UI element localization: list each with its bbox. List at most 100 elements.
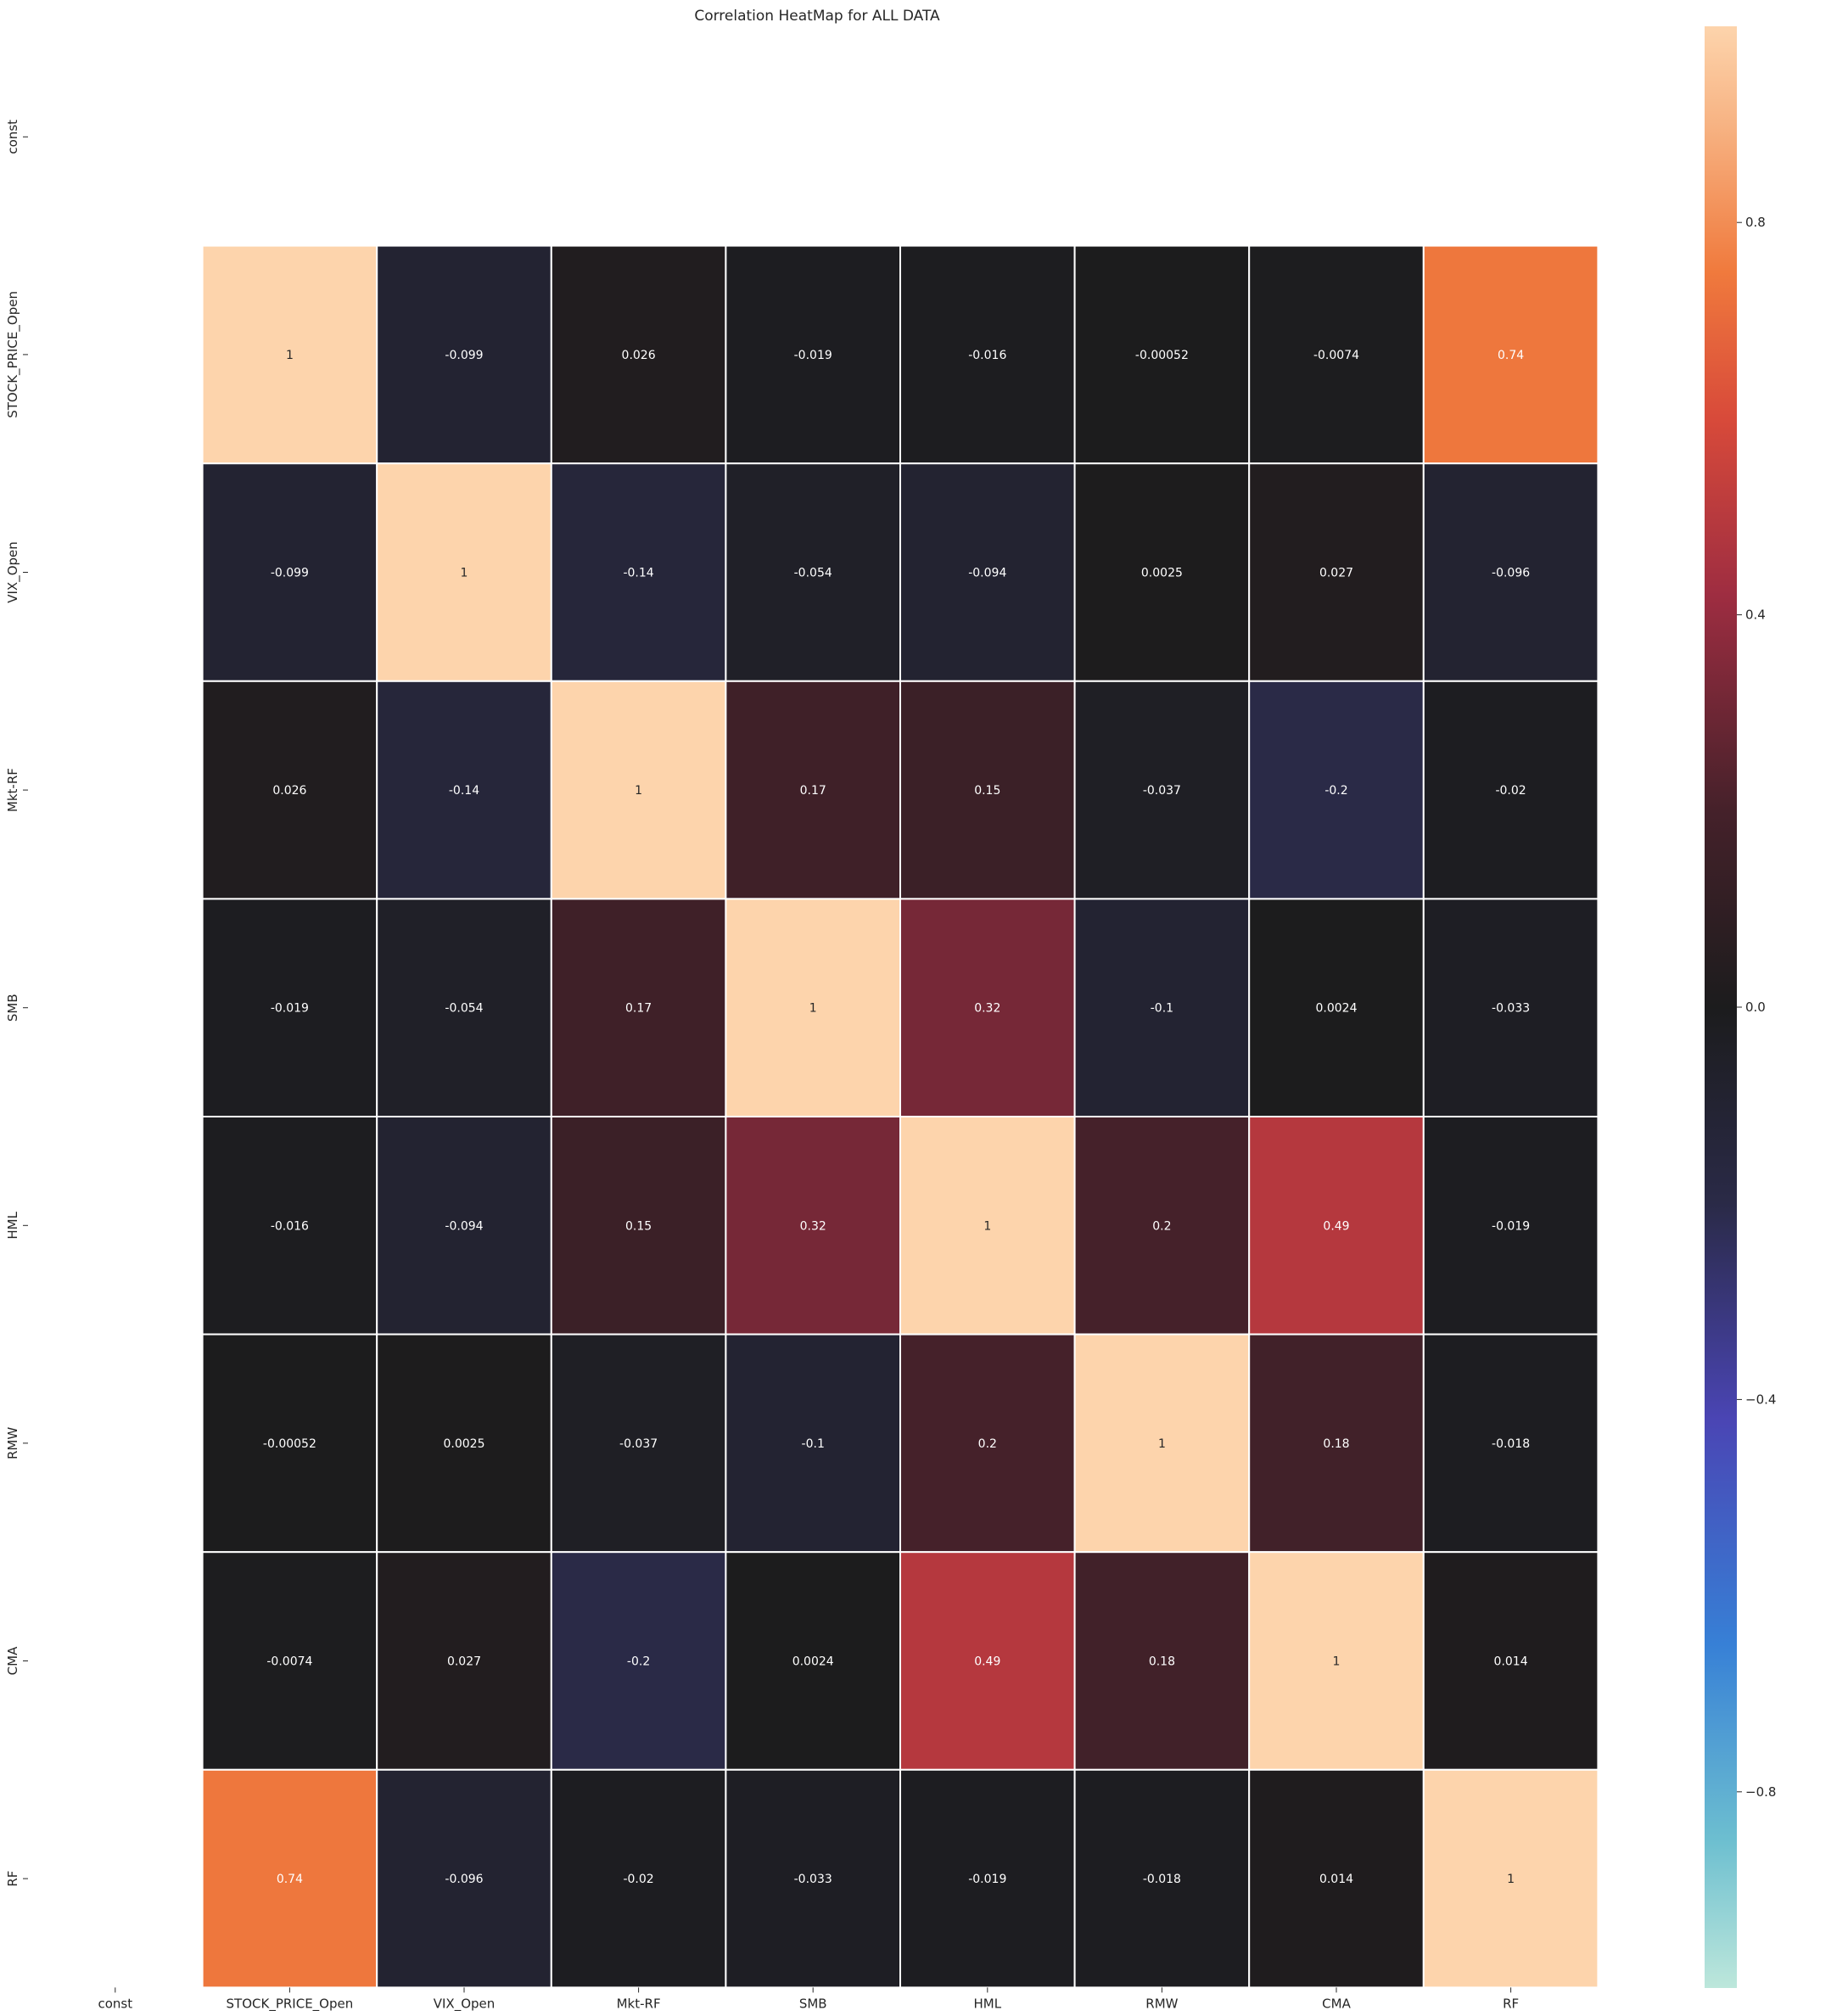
heatmap-cell-RMW-Mkt-RF: [550, 1333, 727, 1554]
y-tick-label: RMW: [5, 1427, 20, 1459]
heatmap-cell-CMA-STOCK_PRICE_Open: [201, 1551, 378, 1771]
cell-value-label: -0.016: [271, 1219, 309, 1233]
y-tick-label: CMA: [5, 1646, 20, 1675]
cell-value-label: -0.0074: [266, 1655, 312, 1669]
cell-value-label: 0.32: [800, 1219, 826, 1233]
cell-value-label: -0.033: [1492, 1002, 1530, 1016]
cell-value-label: -0.0074: [1313, 349, 1359, 362]
heatmap-cell-Mkt-RF-RMW: [1073, 680, 1251, 900]
colorbar-tick-label: −0.8: [1745, 1784, 1776, 1800]
y-tick-label: HML: [5, 1211, 20, 1239]
cell-value-label: -0.096: [445, 1873, 483, 1886]
heatmap-cell-RF-RMW: [1073, 1768, 1251, 1989]
heatmap-cell-Mkt-RF-RF: [1422, 680, 1599, 900]
cell-value-label: -0.019: [794, 349, 832, 362]
heatmap-cell-RMW-RF: [1422, 1333, 1599, 1554]
heatmap-cells: [201, 244, 1599, 1989]
heatmap-cell-SMB-STOCK_PRICE_Open: [201, 898, 378, 1118]
cell-value-label: -0.018: [1143, 1873, 1181, 1886]
cell-value-label: -0.054: [794, 567, 832, 580]
cell-value-label: -0.019: [1492, 1219, 1530, 1233]
x-tick-label: STOCK_PRICE_Open: [227, 1996, 354, 2012]
x-tick-label: Mkt-RF: [617, 1996, 661, 2011]
cell-value-label: -0.14: [449, 784, 479, 798]
cell-value-label: 1: [983, 1219, 991, 1233]
heatmap-cell-SMB-CMA: [1248, 898, 1425, 1118]
colorbar-tick-label: 0.4: [1745, 608, 1766, 623]
cell-value-label: -0.016: [968, 349, 1006, 362]
heatmap-cell-VIX_Open-CMA: [1248, 462, 1425, 682]
cell-value-label: -0.02: [623, 1873, 653, 1886]
heatmap-cell-RF-Mkt-RF: [550, 1768, 727, 1989]
cell-value-label: 1: [1333, 1655, 1341, 1669]
heatmap-cell-VIX_Open-HML: [899, 462, 1076, 682]
x-axis: const STOCK_PRICE_Open VIX_Open Mkt-RF SMB HM…: [98, 1987, 1519, 2012]
cell-value-label: -0.094: [445, 1219, 483, 1233]
heatmap-cell-CMA-RMW: [1073, 1551, 1251, 1771]
cell-value-label: -0.019: [968, 1873, 1006, 1886]
cell-value-label: 0.027: [1319, 567, 1353, 580]
cell-value-label: -0.037: [619, 1437, 658, 1451]
heatmap-cell-HML-RF: [1422, 1116, 1599, 1336]
cell-value-label: 1: [286, 349, 294, 362]
cell-value-label: -0.00052: [1135, 349, 1189, 362]
cell-value-label: -0.00052: [263, 1437, 316, 1451]
heatmap-cell-Mkt-RF-HML: [899, 680, 1076, 900]
cell-value-label: -0.2: [1324, 784, 1347, 798]
heatmap-cell-HML-SMB: [725, 1116, 902, 1336]
cell-value-label: -0.1: [1151, 1002, 1173, 1016]
y-tick-label: SMB: [5, 994, 20, 1022]
y-tick-label: const: [5, 120, 20, 154]
cell-value-label: 1: [809, 1002, 817, 1016]
x-tick-label: RF: [1503, 1996, 1519, 2011]
cell-value-label: 0.49: [1323, 1219, 1349, 1233]
cell-value-label: 0.15: [974, 784, 1000, 798]
heatmap-cell-STOCK_PRICE_Open-SMB: [725, 244, 902, 465]
heatmap-cell-RMW-HML: [899, 1333, 1076, 1554]
y-tick-label: VIX_Open: [5, 541, 21, 603]
chart-title: Correlation HeatMap for ALL DATA: [694, 8, 940, 25]
heatmap-cell-RF-HML: [899, 1768, 1076, 1989]
heatmap-cell-Mkt-RF-STOCK_PRICE_Open: [201, 680, 378, 900]
heatmap-cell-CMA-CMA: [1248, 1551, 1425, 1771]
heatmap-cell-RMW-VIX_Open: [376, 1333, 552, 1554]
cell-value-label: -0.1: [802, 1437, 825, 1451]
y-axis: const STOCK_PRICE_Open VIX_Open Mkt-RF SMB HM…: [5, 120, 28, 1887]
cell-value-label: 0.74: [277, 1873, 303, 1886]
heatmap-cell-HML-HML: [899, 1116, 1076, 1336]
heatmap-cell-CMA-VIX_Open: [376, 1551, 552, 1771]
x-tick-label: VIX_Open: [434, 1996, 496, 2012]
y-tick-label: Mkt-RF: [5, 768, 20, 812]
heatmap-cell-HML-CMA: [1248, 1116, 1425, 1336]
y-tick-label: RF: [5, 1871, 20, 1887]
colorbar-gradient: [1705, 26, 1737, 1988]
cell-value-label: 0.18: [1149, 1655, 1175, 1669]
cell-value-label: 1: [1507, 1873, 1515, 1886]
colorbar: 0.8 0.4 0.0 −0.4 −0.8: [1705, 26, 1776, 1988]
cell-value-label: 0.014: [1319, 1873, 1353, 1886]
cell-value-label: 0.18: [1323, 1437, 1349, 1451]
heatmap-cell-STOCK_PRICE_Open-RMW: [1073, 244, 1251, 465]
cell-value-label: 0.0024: [792, 1655, 834, 1669]
cell-value-label: 0.32: [974, 1002, 1000, 1016]
cell-value-label: 1: [635, 784, 642, 798]
cell-value-label: 0.026: [272, 784, 306, 798]
x-tick-label: const: [98, 1996, 132, 2011]
y-tick-label: STOCK_PRICE_Open: [5, 291, 21, 418]
cell-value-label: -0.019: [271, 1002, 309, 1016]
heatmap-cell-VIX_Open-RF: [1422, 462, 1599, 682]
heatmap-cell-RMW-CMA: [1248, 1333, 1425, 1554]
colorbar-tick-label: 0.0: [1745, 1000, 1766, 1015]
cell-value-label: 0.17: [800, 784, 826, 798]
heatmap-cell-HML-RMW: [1073, 1116, 1251, 1336]
heatmap-cell-VIX_Open-VIX_Open: [376, 462, 552, 682]
heatmap-cell-STOCK_PRICE_Open-STOCK_PRICE_Open: [201, 244, 378, 465]
cell-value-label: 0.027: [447, 1655, 481, 1669]
heatmap-cell-Mkt-RF-CMA: [1248, 680, 1425, 900]
x-tick-label: RMW: [1145, 1996, 1178, 2011]
cell-value-label: -0.02: [1495, 784, 1526, 798]
heatmap-cell-SMB-Mkt-RF: [550, 898, 727, 1118]
heatmap-cell-HML-Mkt-RF: [550, 1116, 727, 1336]
